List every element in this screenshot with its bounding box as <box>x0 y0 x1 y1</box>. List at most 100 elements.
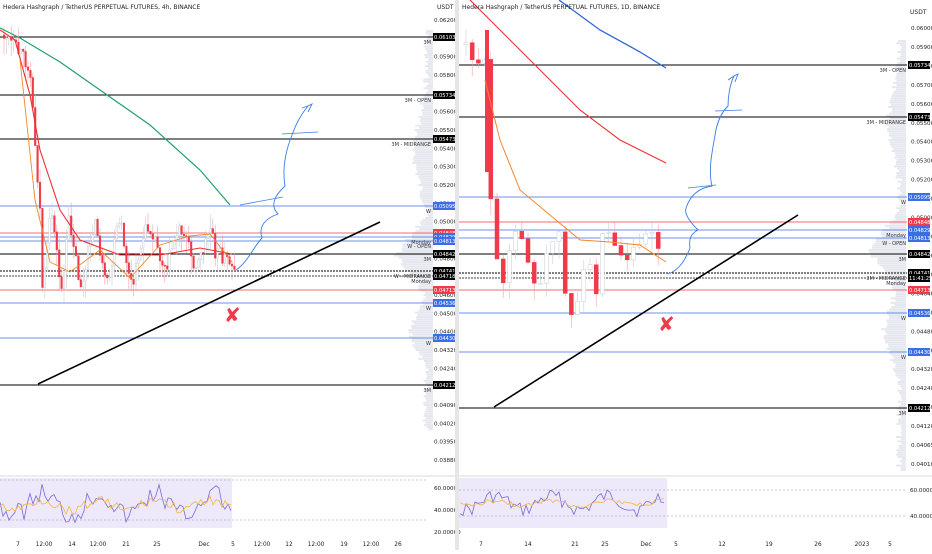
volume-bar <box>418 309 433 312</box>
volume-bar <box>890 97 906 100</box>
left-time-tick: 21 <box>122 542 130 548</box>
volume-bar <box>425 69 433 72</box>
volume-bar <box>411 340 433 343</box>
volume-bar <box>424 360 433 362</box>
volume-bar <box>428 208 433 211</box>
left-price-tick: 0.05800 <box>434 73 458 79</box>
volume-bar <box>896 290 906 293</box>
volume-bar <box>898 405 906 408</box>
candle-body <box>139 247 142 261</box>
volume-bar <box>425 364 433 367</box>
candle-body <box>7 36 10 39</box>
volume-bar <box>398 256 433 259</box>
candle-body <box>118 223 121 227</box>
candle-body <box>12 39 15 42</box>
candle-body <box>137 259 140 264</box>
left-time-axis[interactable]: 7 12:00 14 12:00 21 25 Dec 5 12:00 12 12:00 19 12:00… <box>16 542 402 548</box>
level-price-text: 0.05473 <box>434 137 455 143</box>
candle-body <box>156 236 159 248</box>
level-label: W - OPEN <box>407 244 431 250</box>
right-trendline[interactable] <box>493 214 799 408</box>
right-price-tick: 0.05700 <box>911 83 932 89</box>
right-level-lines <box>459 64 907 409</box>
volume-bar <box>879 264 906 267</box>
volume-bar <box>425 417 433 420</box>
level-label: 3M <box>899 257 907 263</box>
volume-bar <box>885 271 906 273</box>
volume-bar <box>424 65 433 68</box>
volume-bar <box>424 397 433 400</box>
volume-bar <box>877 257 906 260</box>
candle-body <box>199 252 202 261</box>
volume-bar <box>900 403 906 405</box>
volume-bar <box>900 55 906 58</box>
level-label: 3M - MIDRANGE <box>866 120 906 126</box>
level-price-text: 0.04212 <box>434 383 455 389</box>
volume-bar <box>427 63 433 65</box>
volume-bar <box>884 224 906 227</box>
candle-body <box>593 264 599 295</box>
panel-divider[interactable] <box>455 0 459 550</box>
right-price-tick: 0.06000 <box>911 26 932 32</box>
volume-bar <box>425 371 433 373</box>
volume-bar <box>425 47 433 50</box>
candle-body <box>154 236 157 240</box>
volume-bar <box>899 409 906 412</box>
volume-bar <box>896 172 906 174</box>
candle-body <box>221 247 224 264</box>
left-chart-panel[interactable]: ✘ Hedera Hashgraph / TetherUS PERPETUAL … <box>0 0 461 548</box>
volume-bar <box>889 222 906 225</box>
volume-bar <box>418 126 433 129</box>
volume-bar <box>410 324 433 327</box>
volume-bar <box>892 147 906 150</box>
volume-bar <box>897 440 906 443</box>
right-ma-blue <box>558 0 667 69</box>
volume-bar <box>874 242 906 245</box>
volume-bar <box>890 99 906 102</box>
right-time-axis[interactable]: 7 14 21 25 Dec 5 12 19 26 2023 5 <box>479 542 892 548</box>
right-chart-panel[interactable]: ✘ Hedera Hashgraph / TetherUS PERPETUAL … <box>459 0 932 548</box>
right-time-tick: 19 <box>765 542 773 548</box>
right-rsi-tick: 60.00000 <box>910 488 932 494</box>
left-price-tick: 0.04020 <box>434 421 458 427</box>
right-price-axis[interactable]: 0.060000.059000.058000.057000.056000.055… <box>911 26 932 468</box>
volume-bar <box>870 255 906 258</box>
candle-body <box>125 245 128 263</box>
volume-bar <box>889 282 906 284</box>
candle-body <box>108 276 111 279</box>
candle-body <box>122 222 126 247</box>
candle-body <box>2 34 6 39</box>
volume-bar <box>895 77 906 80</box>
volume-bar <box>896 174 906 177</box>
level-price-tag <box>433 267 455 275</box>
right-price-tick: 0.04065 <box>911 443 932 449</box>
volume-bar <box>895 299 906 302</box>
candle-body <box>531 262 537 284</box>
volume-bar <box>419 283 433 285</box>
volume-bar <box>901 202 906 205</box>
candle-body <box>82 280 85 288</box>
volume-bar <box>418 287 433 290</box>
volume-bar <box>888 315 906 317</box>
left-time-tick: 7 <box>16 542 20 548</box>
volume-bar <box>896 207 906 210</box>
volume-bar <box>417 133 433 136</box>
volume-bar <box>418 177 433 180</box>
volume-bar <box>427 74 433 76</box>
volume-bar <box>428 428 433 431</box>
candle-body <box>24 51 27 68</box>
volume-bar <box>895 154 906 157</box>
volume-bar <box>423 415 433 417</box>
left-price-tick: 0.05200 <box>434 183 458 189</box>
volume-bar <box>898 447 906 449</box>
candle-body <box>98 235 102 256</box>
left-trendline[interactable] <box>37 221 381 385</box>
volume-bar <box>425 377 433 380</box>
candle-body <box>144 224 147 239</box>
candle-body <box>544 253 549 284</box>
candle-body <box>19 49 22 55</box>
volume-bar <box>888 227 906 229</box>
volume-bar <box>415 144 433 147</box>
volume-bar <box>898 169 906 172</box>
left-rsi-axis: 60.00000 40.00000 20.00000 <box>434 486 461 536</box>
